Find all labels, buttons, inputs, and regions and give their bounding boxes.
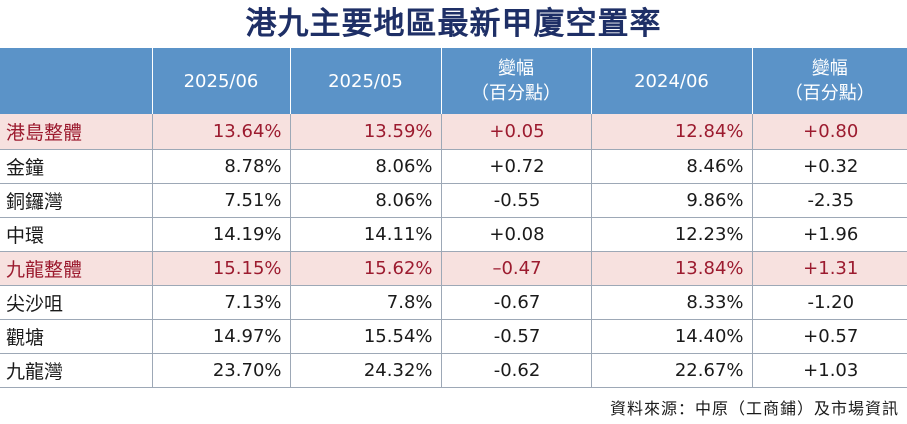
header-change-yoy: 變幅 （百分點） [784, 58, 875, 104]
table-header: 2025/06 2025/05 變幅 （百分點） 2024/06 變幅 （百分點） [0, 48, 907, 114]
header-2025-05: 2025/05 [290, 48, 442, 114]
table-row: 港島整體 13.64% 13.59% +0.05 12.84% +0.80 [0, 114, 907, 149]
vacancy-2025-05: 24.32% [290, 353, 442, 387]
district-name: 金鐘 [0, 149, 153, 183]
change-mom: -0.55 [441, 183, 592, 217]
table-row: 中環 14.19% 14.11% +0.08 12.23% +1.96 [0, 217, 907, 251]
vacancy-2025-06: 7.51% [152, 183, 291, 217]
source-note: 資料來源：中原（工商鋪）及市場資訊 [609, 399, 899, 418]
vacancy-2025-05: 7.8% [290, 285, 442, 319]
district-name: 港島整體 [0, 114, 153, 149]
change-yoy: -2.35 [807, 189, 855, 211]
vacancy-2024-06: 14.40% [591, 319, 753, 353]
vacancy-2025-06: 15.15% [152, 251, 291, 285]
change-yoy: +1.03 [803, 359, 859, 381]
change-mom: +0.05 [441, 114, 592, 149]
change-yoy: +0.32 [803, 155, 859, 177]
table-row: 銅鑼灣 7.51% 8.06% -0.55 9.86% -2.35 [0, 183, 907, 217]
table-body: 港島整體 13.64% 13.59% +0.05 12.84% +0.80 金鐘… [0, 114, 907, 387]
vacancy-2024-06: 12.84% [591, 114, 753, 149]
vacancy-2025-05: 8.06% [290, 149, 442, 183]
district-name: 觀塘 [0, 319, 153, 353]
district-name: 九龍整體 [0, 251, 153, 285]
table-row: 觀塘 14.97% 15.54% -0.57 14.40% +0.57 [0, 319, 907, 353]
vacancy-2025-06: 23.70% [152, 353, 291, 387]
change-yoy: +1.96 [803, 223, 859, 245]
vacancy-2025-06: 7.13% [152, 285, 291, 319]
vacancy-2025-06: 13.64% [152, 114, 291, 149]
district-name: 九龍灣 [0, 353, 153, 387]
district-name: 中環 [0, 217, 153, 251]
vacancy-2024-06: 8.33% [591, 285, 753, 319]
change-mom: +0.72 [441, 149, 592, 183]
change-yoy: -1.20 [807, 291, 855, 313]
change-yoy: +0.57 [803, 325, 859, 347]
change-yoy: +1.31 [803, 257, 859, 279]
vacancy-2025-05: 8.06% [290, 183, 442, 217]
change-mom: –0.47 [441, 251, 592, 285]
change-yoy: +0.80 [803, 120, 859, 142]
district-name: 銅鑼灣 [0, 183, 153, 217]
vacancy-2024-06: 9.86% [591, 183, 753, 217]
header-2024-06: 2024/06 [591, 48, 753, 114]
table-row: 金鐘 8.78% 8.06% +0.72 8.46% +0.32 [0, 149, 907, 183]
header-district [0, 48, 153, 114]
change-mom: +0.08 [441, 217, 592, 251]
vacancy-table: 2025/06 2025/05 變幅 （百分點） 2024/06 變幅 （百分點） … [0, 48, 907, 388]
header-2025-06: 2025/06 [152, 48, 291, 114]
vacancy-2024-06: 22.67% [591, 353, 753, 387]
change-mom: -0.62 [441, 353, 592, 387]
change-mom: -0.57 [441, 319, 592, 353]
change-mom: -0.67 [441, 285, 592, 319]
table-row: 九龍整體 15.15% 15.62% –0.47 13.84% +1.31 [0, 251, 907, 285]
vacancy-2025-06: 14.97% [152, 319, 291, 353]
vacancy-2025-06: 14.19% [152, 217, 291, 251]
header-change-mom: 變幅 （百分點） [441, 48, 592, 114]
vacancy-2025-05: 14.11% [290, 217, 442, 251]
vacancy-2025-05: 15.62% [290, 251, 442, 285]
table-row: 尖沙咀 7.13% 7.8% -0.67 8.33% -1.20 [0, 285, 907, 319]
vacancy-2024-06: 8.46% [591, 149, 753, 183]
table-title: 港九主要地區最新甲廈空置率 [245, 6, 662, 42]
table-row: 九龍灣 23.70% 24.32% -0.62 22.67% +1.03 [0, 353, 907, 387]
vacancy-2024-06: 13.84% [591, 251, 753, 285]
vacancy-2025-05: 13.59% [290, 114, 442, 149]
vacancy-2025-05: 15.54% [290, 319, 442, 353]
district-name: 尖沙咀 [0, 285, 153, 319]
vacancy-2025-06: 8.78% [152, 149, 291, 183]
header-row: 2025/06 2025/05 變幅 （百分點） 2024/06 變幅 （百分點） [0, 48, 907, 114]
vacancy-2024-06: 12.23% [591, 217, 753, 251]
